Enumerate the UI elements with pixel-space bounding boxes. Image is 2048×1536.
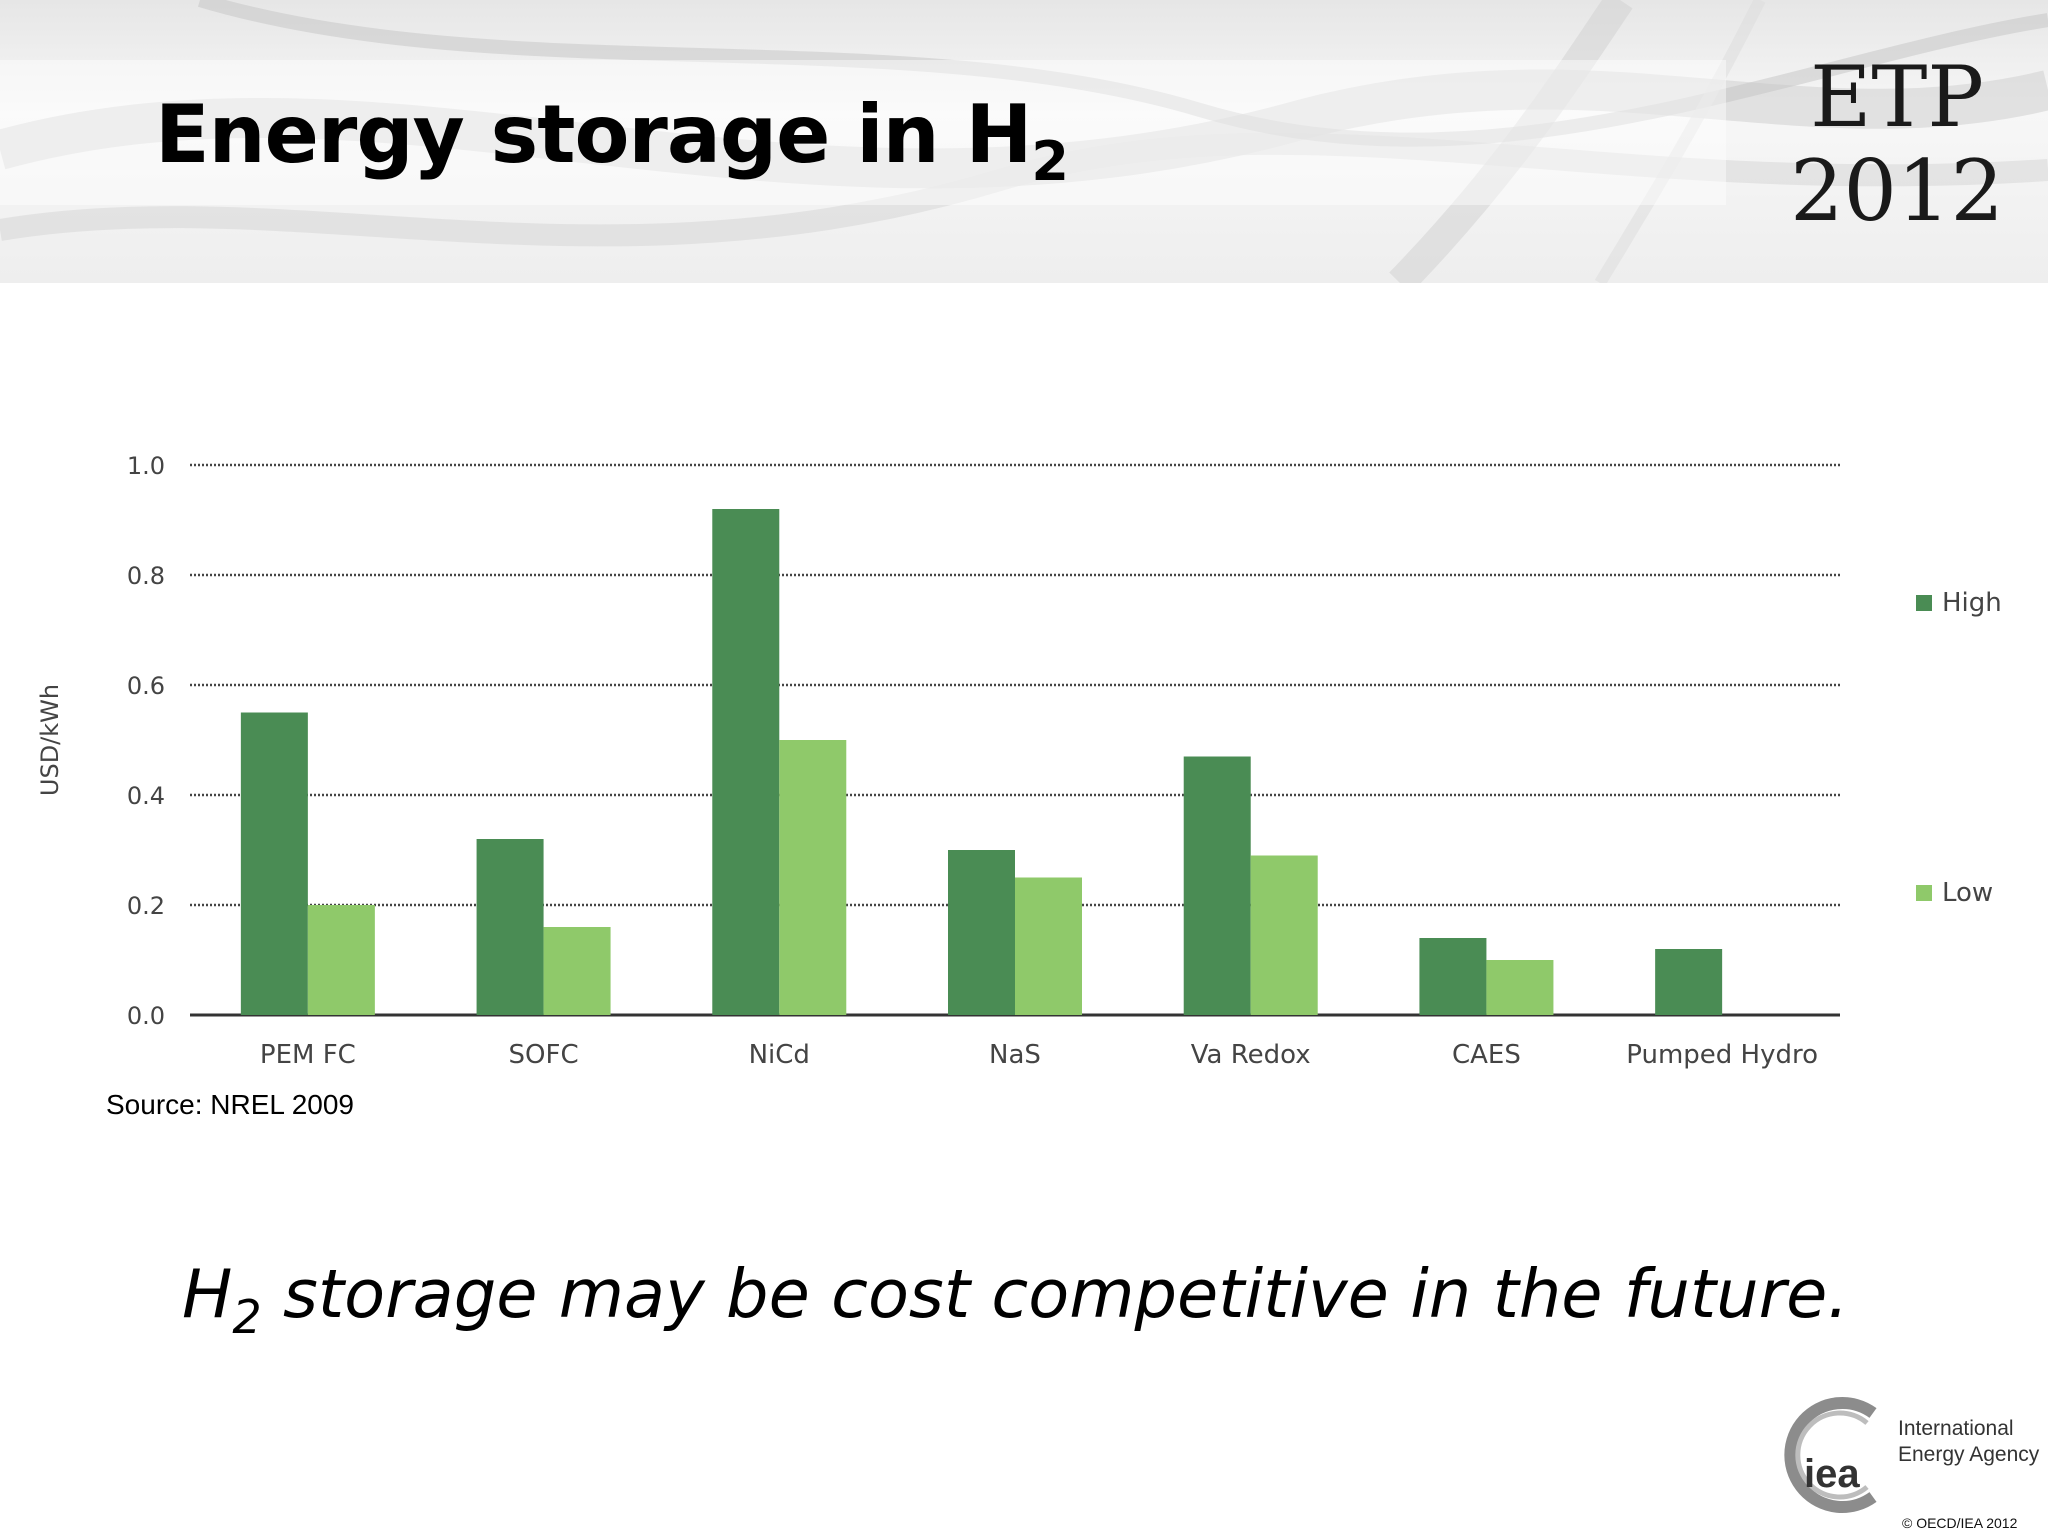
- etp-brand-mark: ETP 2012: [1782, 50, 2012, 238]
- title-text: Energy storage in H: [155, 88, 1032, 181]
- legend-label-low: Low: [1942, 878, 1993, 908]
- title-subscript: 2: [1031, 130, 1069, 193]
- bar-high: [240, 712, 308, 1015]
- x-tick-label: CAES: [1452, 1040, 1521, 1070]
- bar-low: [1250, 855, 1318, 1015]
- bar-low: [1015, 877, 1082, 1015]
- takeaway-text: storage may be cost competitive in the f…: [261, 1255, 1849, 1333]
- slide-title: Energy storage in H2: [155, 88, 1069, 193]
- x-tick-label: Pumped Hydro: [1626, 1040, 1818, 1070]
- y-axis-title: USD/kWh: [36, 684, 64, 796]
- bar-low: [543, 927, 611, 1015]
- bar-high: [712, 509, 780, 1015]
- takeaway-subscript: 2: [232, 1290, 262, 1344]
- legend-swatch-high: [1916, 595, 1932, 611]
- brand-line-2: 2012: [1790, 142, 2004, 240]
- header-swoosh-decoration: [0, 0, 2048, 283]
- slide-takeaway: H2 storage may be cost competitive in th…: [182, 1255, 1849, 1344]
- slide-header: [0, 0, 2048, 283]
- y-tick-label: 0.2: [127, 892, 165, 920]
- bar-low: [307, 905, 375, 1015]
- logo-agency-name: International Energy Agency: [1898, 1417, 2040, 1466]
- x-tick-label: SOFC: [509, 1040, 579, 1070]
- title-band: [0, 60, 1726, 205]
- x-tick-label: PEM FC: [260, 1040, 356, 1070]
- x-tick-label: Va Redox: [1191, 1040, 1311, 1070]
- logo-mark-text: iea: [1804, 1452, 1860, 1496]
- bar-high: [1655, 949, 1723, 1015]
- y-tick-label: 1.0: [127, 452, 165, 480]
- bar-chart: 0.0 0.2 0.4 0.6 0.8 1.0 USD/kWh PEM FC SOFC NiCd N…: [36, 452, 2002, 1070]
- bar-high: [476, 839, 544, 1015]
- x-tick-label: NaS: [989, 1040, 1041, 1070]
- iea-logo: iea: [1784, 1397, 1877, 1513]
- y-tick-label: 0.0: [127, 1002, 165, 1030]
- y-tick-label: 0.4: [127, 782, 165, 810]
- copyright-notice: © OECD/IEA 2012: [1902, 1515, 2018, 1531]
- bar-low: [779, 740, 847, 1015]
- bar-high: [1183, 756, 1251, 1015]
- bar-high: [1419, 938, 1487, 1015]
- brand-line-1: ETP: [1810, 48, 1984, 146]
- bar-low: [1486, 960, 1554, 1015]
- source-note: Source: NREL 2009: [106, 1089, 354, 1120]
- y-tick-label: 0.8: [127, 562, 165, 590]
- bar-high: [948, 850, 1015, 1015]
- x-tick-label: NiCd: [749, 1040, 810, 1070]
- legend-swatch-low: [1916, 885, 1932, 901]
- legend-label-high: High: [1942, 588, 2002, 618]
- y-tick-label: 0.6: [127, 672, 165, 700]
- takeaway-h: H: [182, 1255, 233, 1333]
